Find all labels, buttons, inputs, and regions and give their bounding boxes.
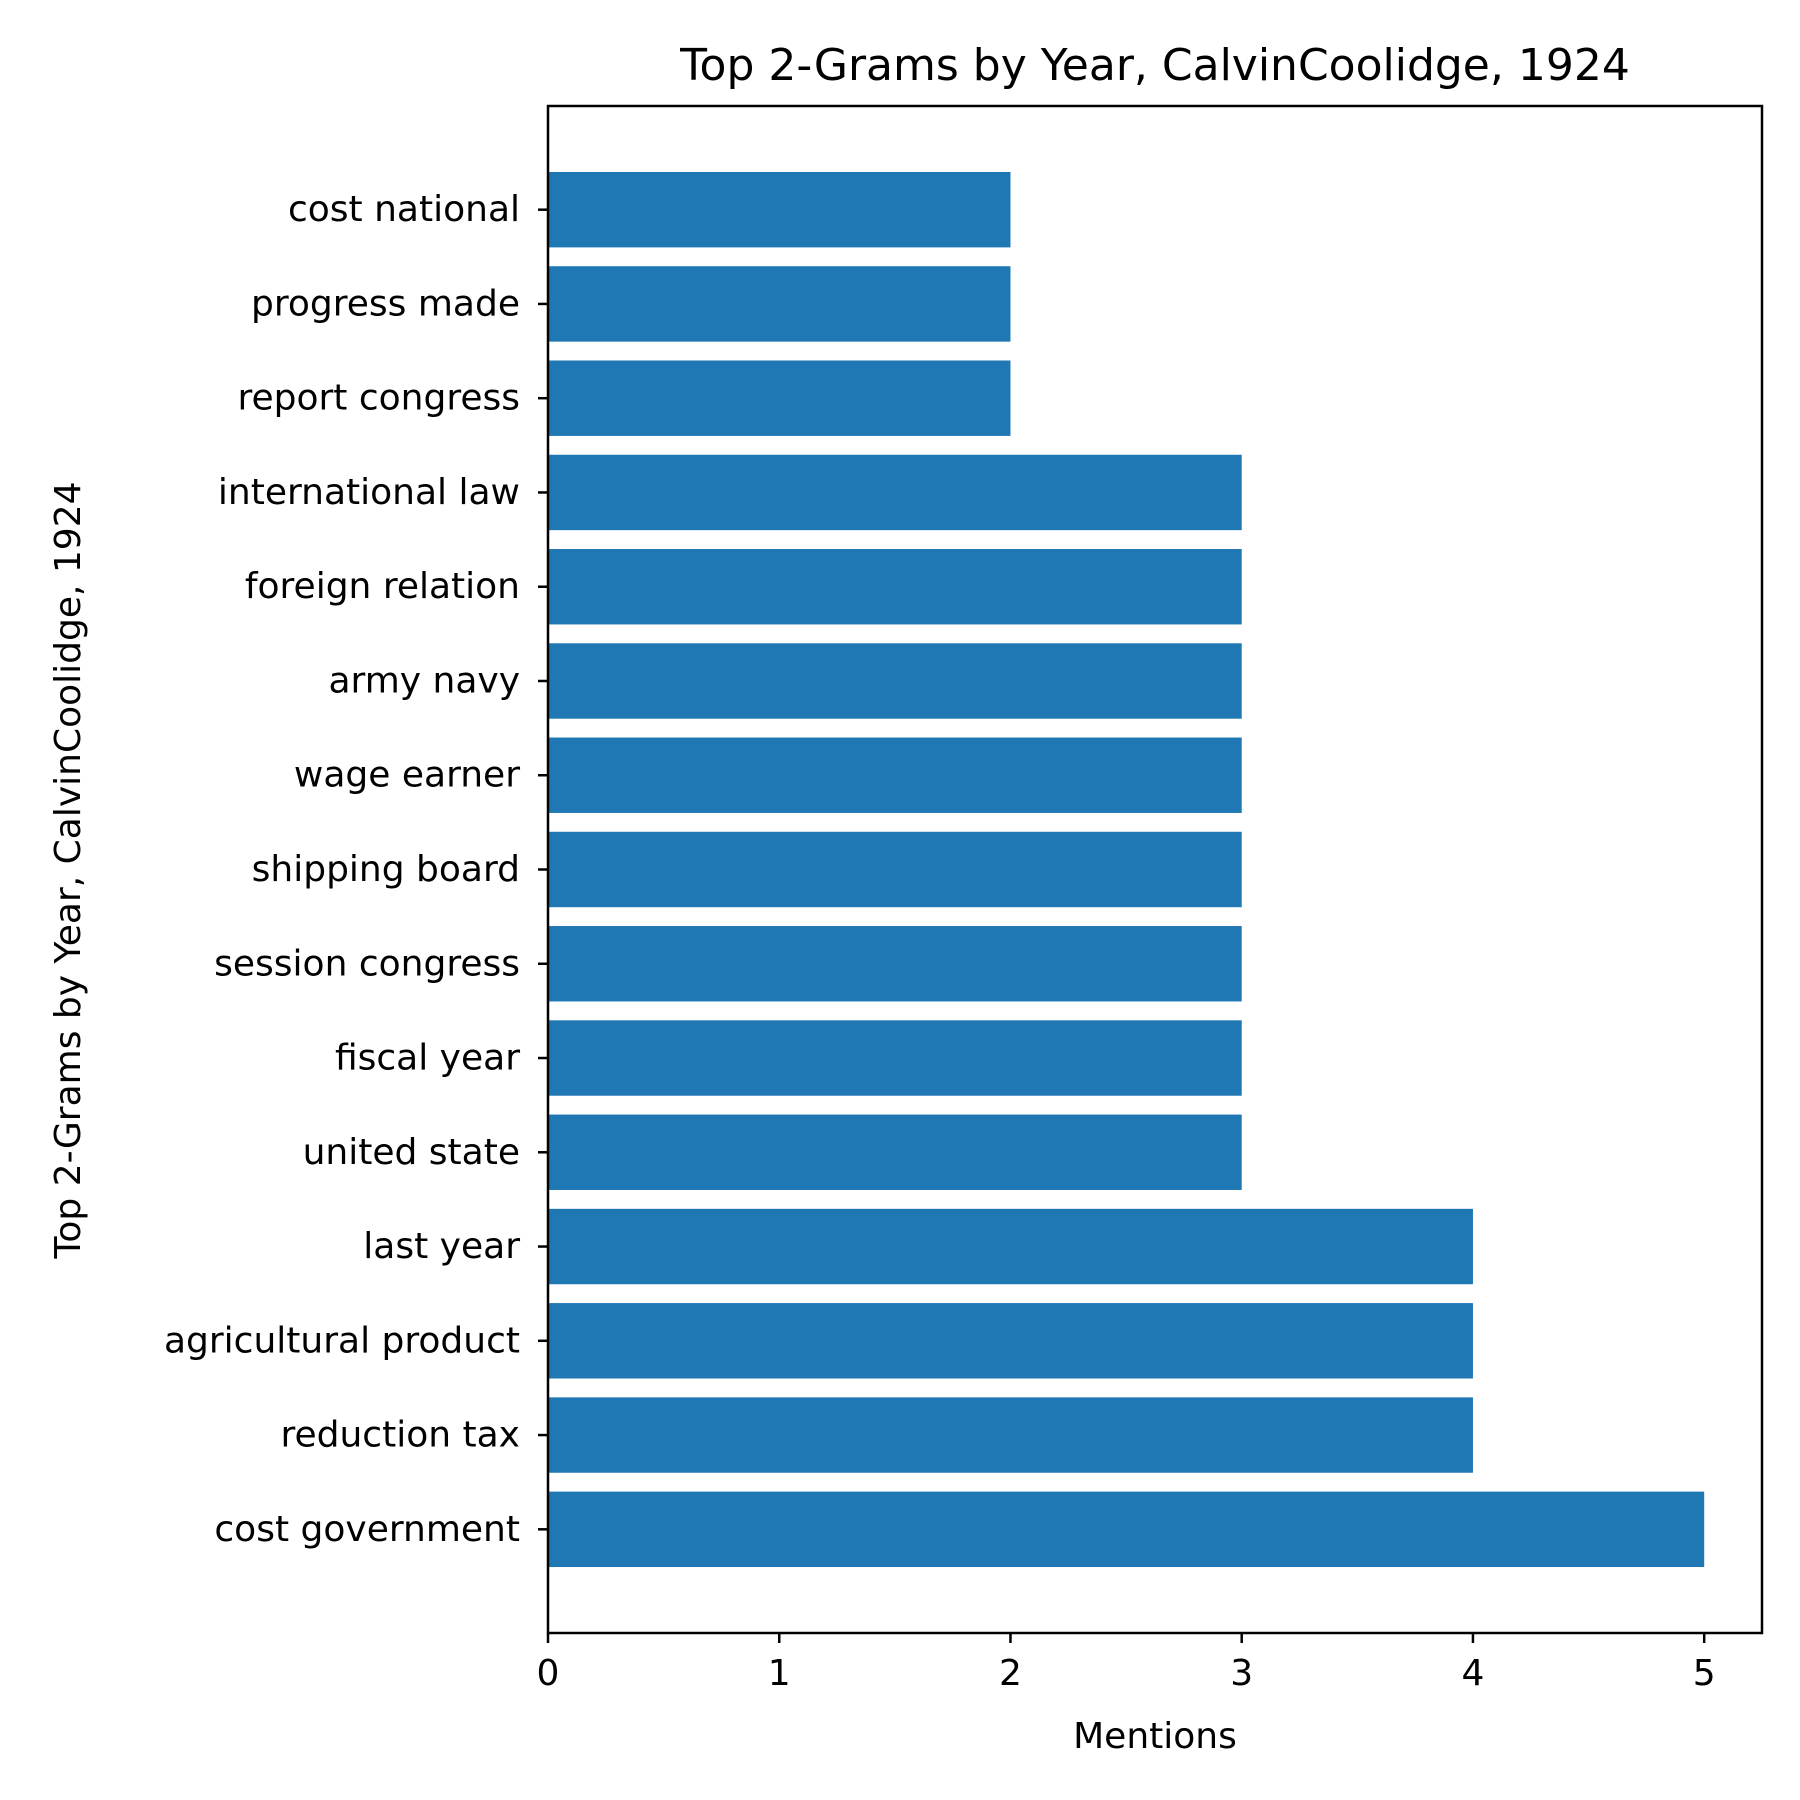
x-tick-label: 3 [1230, 1653, 1253, 1694]
y-tick-label-agricultural-product: agricultural product [164, 1320, 520, 1361]
y-tick-label-cost-government: cost government [214, 1509, 520, 1550]
bar-progress-made [548, 266, 1011, 342]
y-tick-label-army-navy: army navy [328, 660, 520, 701]
bar-wage-earner [548, 737, 1242, 813]
bars-group [548, 171, 1705, 1568]
x-axis-label: Mentions [1073, 1716, 1237, 1757]
bar-session-congress [548, 926, 1242, 1002]
bar-agricultural-product [548, 1303, 1473, 1379]
bar-report-congress [548, 360, 1011, 436]
y-tick-label-last-year: last year [363, 1226, 520, 1267]
y-tick-label-fiscal-year: fiscal year [335, 1038, 520, 1079]
y-tick-label-united-state: united state [303, 1132, 520, 1173]
y-tick-label-cost-national: cost national [288, 189, 520, 230]
bar-reduction-tax [548, 1397, 1473, 1473]
y-tick-label-report-congress: report congress [237, 378, 520, 419]
x-axis-ticks: 0 1 2 3 4 5 [537, 1633, 1716, 1694]
bar-foreign-relation [548, 549, 1242, 625]
x-tick-label: 5 [1693, 1653, 1716, 1694]
y-tick-label-wage-earner: wage earner [294, 755, 520, 796]
y-axis-label: Top 2-Grams by Year, CalvinCoolidge, 192… [48, 481, 89, 1259]
x-tick-label: 4 [1461, 1653, 1484, 1694]
x-tick-label: 2 [999, 1653, 1022, 1694]
bar-cost-government [548, 1491, 1705, 1568]
bar-united-state [548, 1114, 1242, 1190]
y-axis-ticks: cost government reduction tax agricultural… [164, 189, 548, 1550]
x-tick-label: 0 [537, 1653, 560, 1694]
bar-shipping-board [548, 831, 1242, 908]
y-tick-label-international-law: international law [218, 472, 520, 513]
y-tick-label-shipping-board: shipping board [252, 849, 520, 890]
x-tick-label: 1 [768, 1653, 791, 1694]
bar-army-navy [548, 643, 1242, 719]
plot-frame [546, 104, 1764, 1635]
y-tick-label-session-congress: session congress [214, 943, 520, 984]
bar-last-year [548, 1208, 1473, 1285]
bar-cost-national [548, 171, 1011, 248]
chart-title: Top 2-Grams by Year, CalvinCoolidge, 192… [679, 40, 1630, 91]
bar-fiscal-year [548, 1020, 1242, 1096]
y-tick-label-progress-made: progress made [251, 283, 520, 324]
bar-international-law [548, 454, 1242, 531]
y-tick-label-reduction-tax: reduction tax [280, 1415, 520, 1456]
y-tick-label-foreign-relation: foreign relation [245, 566, 520, 607]
